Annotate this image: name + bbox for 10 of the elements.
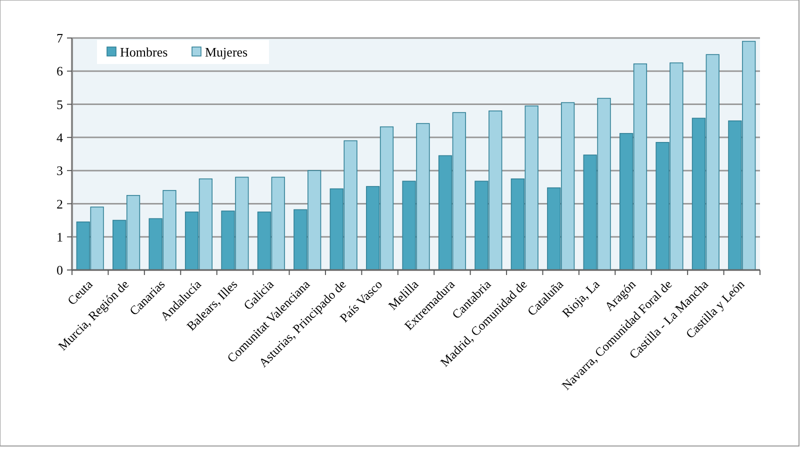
y-tick-label: 6 (56, 64, 64, 79)
y-tick-label: 5 (56, 96, 63, 112)
y-tick-label: 4 (56, 130, 64, 145)
y-tick-label: 3 (56, 163, 63, 178)
y-tick-label: 0 (56, 262, 63, 278)
y-tick-label: 2 (56, 196, 63, 212)
legend-label: Hombres (120, 44, 168, 60)
legend-label: Mujeres (205, 44, 248, 60)
y-tick-label: 1 (56, 229, 63, 244)
y-tick-label: 7 (56, 30, 64, 46)
